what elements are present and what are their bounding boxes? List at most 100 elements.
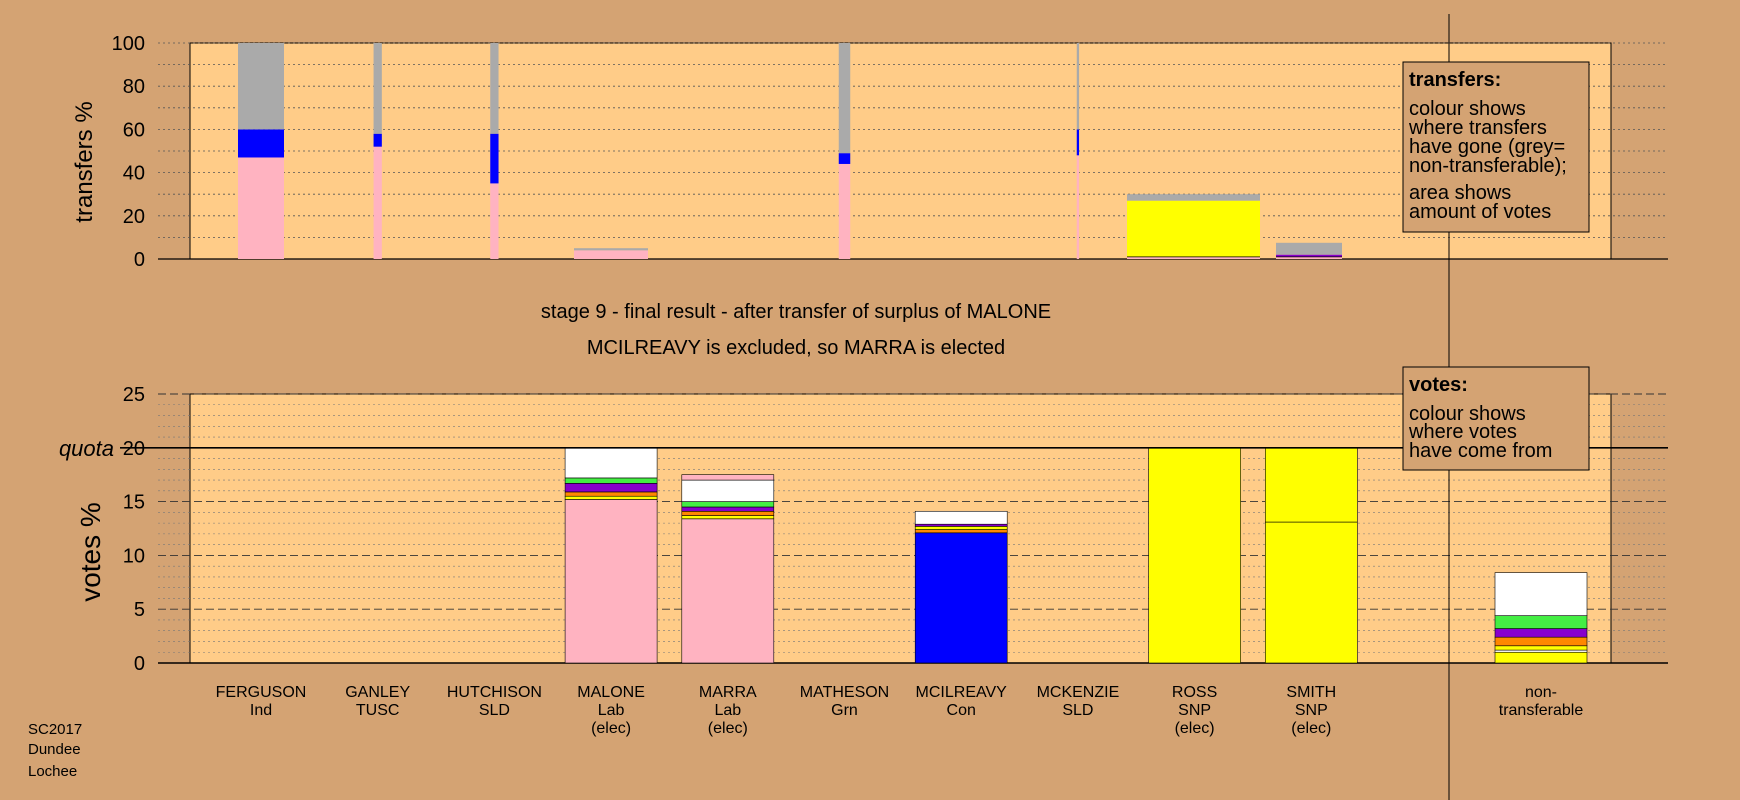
transfer-bar-segment	[490, 183, 499, 259]
transfer-bar-segment	[373, 133, 382, 147]
transfer-bar-segment	[1076, 43, 1080, 130]
y-tick-label: 20	[123, 438, 145, 460]
transfer-bar-segment	[1276, 256, 1342, 259]
transfer-bar-segment	[838, 153, 851, 164]
transfer-bar-segment	[1127, 194, 1260, 201]
votes-plot: 0 5 10 15 20 25 quota	[59, 384, 1668, 675]
legend-transfers: transfers: colour shows where transfers …	[1402, 61, 1590, 233]
vote-bar-segment	[681, 479, 775, 502]
candidate-name: MCILREAVY	[916, 684, 1008, 701]
candidate-name: MALONE	[577, 684, 645, 701]
vote-bar-segment	[914, 529, 1008, 534]
legend-transfers-line: have gone (grey=	[1409, 136, 1565, 158]
candidate-name: MARRA	[699, 684, 757, 701]
vote-bar-segment	[1265, 447, 1358, 523]
vote-bar-segment	[1494, 645, 1588, 651]
vote-bar-segment	[681, 510, 775, 516]
candidate-name: SMITH	[1286, 684, 1336, 701]
candidate-party: Lab	[714, 702, 741, 719]
candidate-name: FERGUSON	[216, 684, 307, 701]
y-tick-label: 40	[123, 163, 145, 185]
transfer-bar-segment	[373, 146, 382, 259]
vote-bar-segment	[564, 495, 658, 500]
vote-bar-segment	[914, 523, 1008, 527]
candidate-party: Con	[947, 702, 976, 719]
transfer-bar-segment	[490, 43, 499, 134]
vote-bar-segment	[564, 447, 658, 479]
vote-bar-segment	[1494, 651, 1588, 664]
footer-line: Lochee	[28, 763, 77, 780]
candidate-party: Lab	[598, 702, 625, 719]
vote-bar-segment	[914, 532, 1008, 664]
candidate-party: Grn	[831, 702, 858, 719]
legend-transfers-line: where transfers	[1408, 117, 1547, 139]
vote-bar-segment	[564, 483, 658, 493]
candidate-status: (elec)	[1175, 720, 1215, 737]
stage-title: stage 9 - final result - after transfer …	[541, 301, 1051, 323]
footer-line: SC2017	[28, 721, 82, 738]
candidate-party: SLD	[479, 702, 510, 719]
candidate-party: TUSC	[356, 702, 400, 719]
legend-votes-line: have come from	[1409, 440, 1552, 462]
y-tick-label: 10	[123, 545, 145, 567]
vote-bar-segment	[564, 491, 658, 497]
y-tick-label: 15	[123, 492, 145, 514]
transfer-bar-segment	[574, 248, 648, 251]
candidate-name: MCKENZIE	[1037, 684, 1120, 701]
vote-bar-segment	[681, 501, 775, 508]
y-tick-label: 100	[112, 33, 145, 55]
transfer-bar-segment	[1076, 155, 1080, 259]
nontransferable-label: transferable	[1499, 702, 1584, 719]
y-tick-label: 20	[123, 206, 145, 228]
y-tick-label: 0	[134, 249, 145, 271]
vote-bar-segment	[914, 526, 1008, 530]
candidate-status: (elec)	[708, 720, 748, 737]
legend-votes-line: colour shows	[1409, 403, 1526, 425]
transfer-bar-segment	[238, 157, 284, 259]
legend-votes-title: votes:	[1409, 374, 1468, 396]
candidate-party: SNP	[1295, 702, 1328, 719]
transfer-bar-segment	[373, 43, 382, 134]
transfer-bar-segment	[1127, 256, 1260, 259]
transfer-bar-segment	[574, 250, 648, 259]
vote-bar-segment	[914, 510, 1008, 525]
votes-axis-label: votes %	[75, 502, 106, 602]
transfer-bar-segment	[1076, 129, 1080, 156]
transfer-bar-segment	[238, 129, 284, 158]
footer-line: Dundee	[28, 741, 81, 758]
legend-transfers-title: transfers:	[1409, 69, 1501, 91]
vote-bar-segment	[1148, 447, 1241, 664]
candidate-party: SNP	[1178, 702, 1211, 719]
transfer-bar-segment	[490, 133, 499, 184]
transfer-bar-segment	[1276, 242, 1342, 255]
votes-plot-area	[189, 393, 1612, 664]
candidate-name: HUTCHISON	[447, 684, 542, 701]
vote-bar-segment	[1494, 649, 1588, 653]
stage-subtitle: MCILREAVY is excluded, so MARRA is elect…	[587, 337, 1005, 359]
legend-transfers-line: colour shows	[1409, 98, 1526, 120]
vote-bar-segment	[1494, 636, 1588, 647]
vote-bar-segment	[564, 477, 658, 484]
y-tick-label: 25	[123, 384, 145, 406]
candidate-party: SLD	[1062, 702, 1093, 719]
vote-bar-segment	[1265, 521, 1358, 664]
legend-transfers-line: area shows	[1409, 182, 1511, 204]
legend-transfers-line: non-transferable);	[1409, 155, 1567, 177]
vote-bar-segment	[1494, 572, 1588, 616]
vote-bar-segment	[1494, 615, 1588, 629]
vote-bar-segment	[1494, 628, 1588, 638]
transfer-bar-segment	[838, 163, 851, 259]
transfers-plot: 0 20 40 60 80 100	[112, 33, 1668, 271]
vote-bar-segment	[681, 518, 775, 664]
y-tick-label: 0	[134, 653, 145, 675]
candidate-name: ROSS	[1172, 684, 1217, 701]
transfer-bar-segment	[1127, 200, 1260, 257]
y-tick-label: 60	[123, 119, 145, 141]
transfer-bar-segment	[1276, 254, 1342, 257]
y-tick-label: 5	[134, 599, 145, 621]
vote-bar-segment	[564, 499, 658, 664]
quota-label: quota	[59, 436, 114, 461]
transfer-bar-segment	[238, 43, 284, 130]
nontransferable-label: non-	[1525, 684, 1557, 701]
candidate-name: GANLEY	[345, 684, 410, 701]
